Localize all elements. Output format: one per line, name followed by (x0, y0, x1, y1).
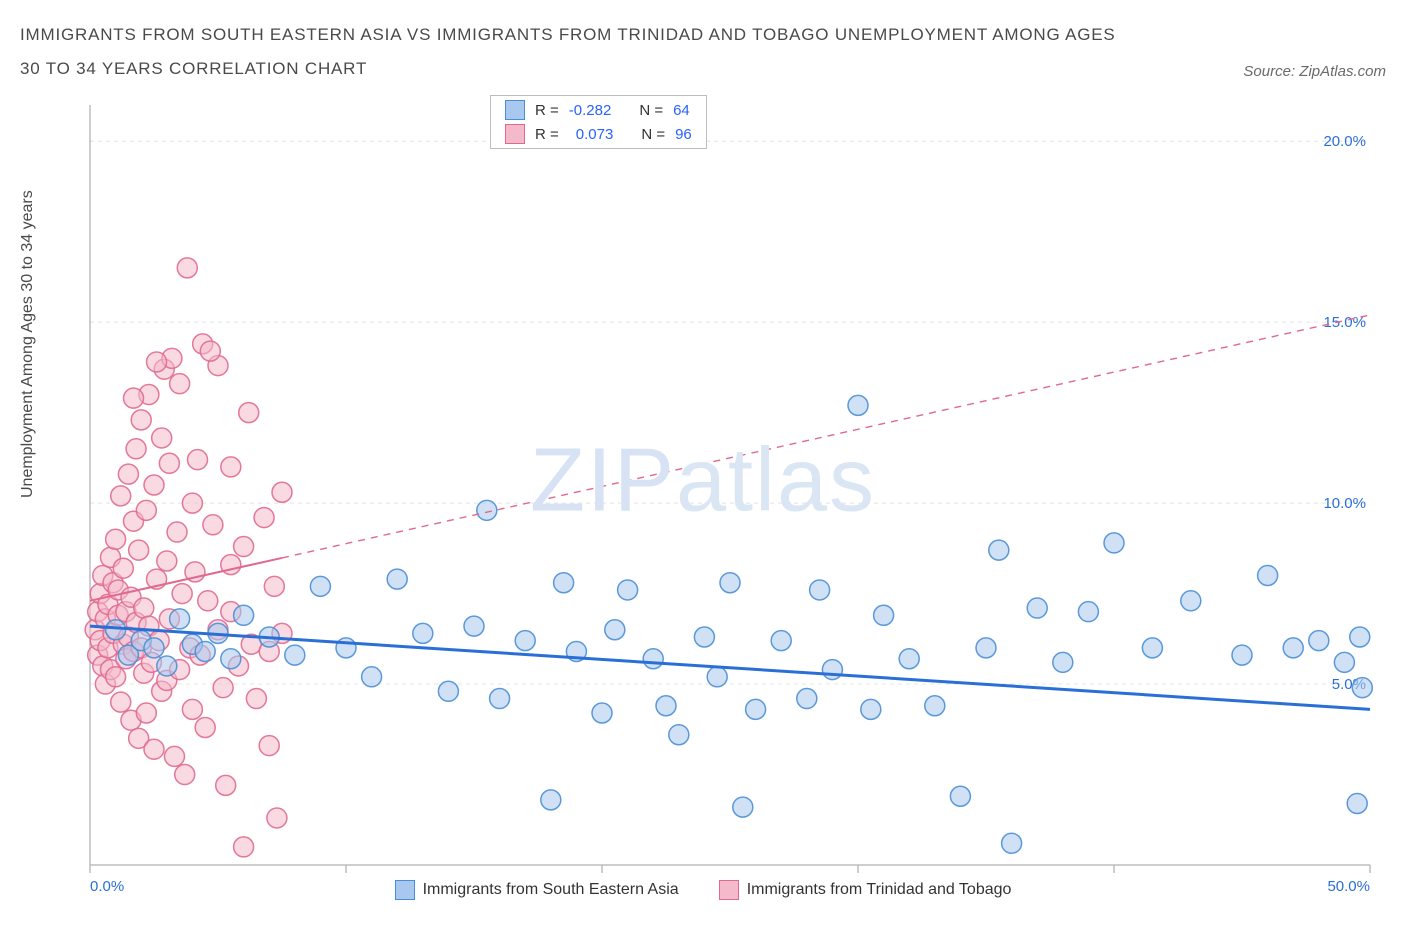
n-value-b: 96 (675, 126, 692, 143)
source-attribution: Source: ZipAtlas.com (1243, 63, 1386, 86)
n-value-a: 64 (673, 102, 690, 119)
legend-label-b: Immigrants from Trinidad and Tobago (747, 881, 1012, 899)
legend-label-a: Immigrants from South Eastern Asia (423, 881, 679, 899)
header: IMMIGRANTS FROM SOUTH EASTERN ASIA VS IM… (0, 0, 1406, 94)
svg-text:20.0%: 20.0% (1323, 133, 1366, 150)
correlation-legend: R = -0.282 N = 64 R = 0.073 N = 96 (490, 95, 707, 149)
legend-swatch-blue (505, 100, 525, 120)
scatter-chart: 0.0%50.0%5.0%10.0%15.0%20.0% (20, 95, 1386, 900)
r-label: R = (535, 102, 559, 119)
series-legend: Immigrants from South Eastern Asia Immig… (20, 880, 1386, 900)
legend-swatch-pink (505, 124, 525, 144)
svg-text:10.0%: 10.0% (1323, 495, 1366, 512)
n-label: N = (641, 126, 665, 143)
legend-row-series-b: R = 0.073 N = 96 (491, 122, 706, 146)
svg-text:15.0%: 15.0% (1323, 314, 1366, 331)
source-name: ZipAtlas.com (1299, 63, 1386, 80)
legend-swatch-pink (719, 880, 739, 900)
r-value-a: -0.282 (569, 102, 612, 119)
r-value-b: 0.073 (576, 126, 614, 143)
source-label: Source: (1243, 63, 1299, 80)
chart-title: IMMIGRANTS FROM SOUTH EASTERN ASIA VS IM… (20, 18, 1120, 86)
chart-container: Unemployment Among Ages 30 to 34 years 0… (20, 95, 1386, 900)
y-axis-label: Unemployment Among Ages 30 to 34 years (19, 190, 37, 498)
r-label: R = (535, 126, 559, 143)
legend-row-series-a: R = -0.282 N = 64 (491, 98, 706, 122)
legend-item-series-b: Immigrants from Trinidad and Tobago (719, 880, 1012, 900)
n-label: N = (639, 102, 663, 119)
legend-item-series-a: Immigrants from South Eastern Asia (395, 880, 679, 900)
legend-swatch-blue (395, 880, 415, 900)
